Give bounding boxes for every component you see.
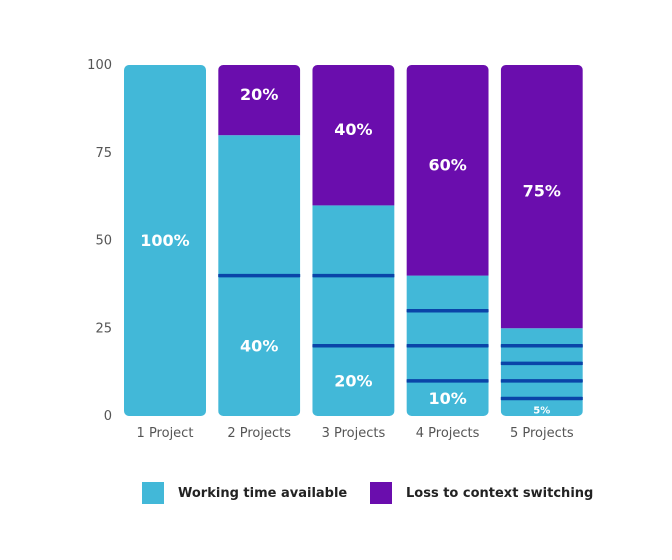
y-tick-label: 25 (95, 321, 112, 336)
legend-loss: Loss to context switching (370, 481, 593, 505)
x-tick-label: 4 Projects (416, 426, 480, 441)
data-label-loss: 75% (523, 182, 561, 201)
bar-group: 5% 75% (500, 65, 583, 416)
y-axis: 0 25 50 75 100 (87, 58, 112, 424)
data-label-loss: 20% (240, 85, 278, 104)
x-tick-label: 5 Projects (510, 426, 574, 441)
legend-working-label: Working time available (178, 485, 348, 501)
y-tick-label: 100 (87, 58, 112, 73)
x-tick-label: 1 Project (137, 426, 194, 441)
data-label-working: 40% (240, 336, 278, 355)
legend-working-swatch (142, 482, 164, 504)
bar-working (124, 65, 206, 416)
x-tick-label: 2 Projects (227, 426, 291, 441)
legend-working: Working time available (142, 481, 347, 505)
bar-loss (406, 65, 489, 276)
y-tick-label: 75 (95, 146, 112, 161)
bar-working (500, 328, 583, 416)
y-tick-label: 50 (95, 234, 112, 249)
legend-loss-label: Loss to context switching (406, 485, 594, 501)
x-axis: 1 Project 2 Projects 3 Projects 4 Projects 5… (137, 426, 574, 441)
bar-loss (312, 65, 395, 206)
data-label-working: 100% (140, 231, 189, 250)
bar-group: 20% 40% (312, 65, 395, 416)
bar-loss (218, 65, 301, 136)
data-label-loss: 60% (428, 155, 466, 174)
bars: 100% 40% 20% 20% 40% 10% 60% 5% 75% (124, 65, 583, 416)
bar-loss (500, 65, 583, 329)
data-label-working: 5% (533, 405, 550, 416)
bar-group: 10% 60% (406, 65, 489, 416)
data-label-working: 10% (428, 389, 466, 408)
y-tick-label: 0 (104, 409, 112, 424)
data-label-loss: 40% (334, 120, 372, 139)
data-label-working: 20% (334, 372, 372, 391)
bar-group: 100% (124, 65, 206, 416)
x-tick-label: 3 Projects (322, 426, 386, 441)
bar-group: 40% 20% (218, 65, 301, 416)
bar-working (312, 205, 395, 416)
legend-loss-swatch (370, 482, 392, 504)
